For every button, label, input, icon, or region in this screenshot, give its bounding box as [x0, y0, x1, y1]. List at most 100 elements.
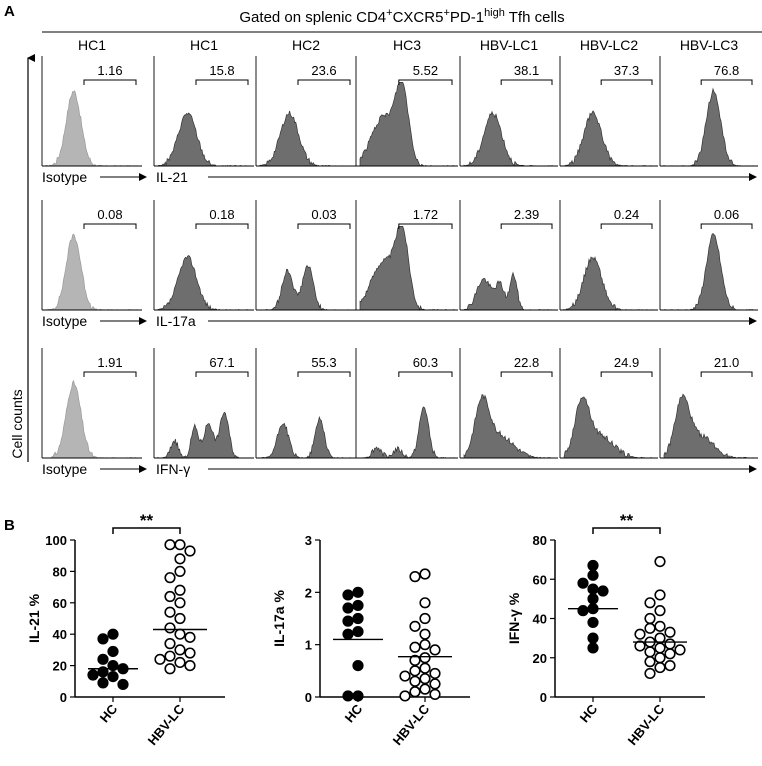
- histogram-grid: HC1 HC1 HC2 HC3 HBV-LC1 HBV-LC2 HBV-LC3 1.16 15.…: [41, 37, 758, 477]
- hbv-lc-point: [664, 638, 676, 650]
- histogram-cell: 5.52: [355, 56, 458, 167]
- hc-point: [577, 577, 589, 589]
- marker-label: IL-21: [156, 169, 188, 185]
- gate-value: 0.06: [714, 207, 739, 222]
- hc-point: [597, 585, 609, 597]
- gate-bracket: [700, 223, 753, 229]
- hbv-lc-point: [184, 545, 196, 557]
- histogram-curve: [663, 233, 755, 311]
- hc-point: [117, 678, 129, 691]
- hc-point: [107, 645, 119, 658]
- gate-value: 2.39: [514, 207, 539, 222]
- column-label: HBV-LC2: [580, 37, 639, 53]
- hc-point: [577, 605, 589, 617]
- hbv-lc-point: [429, 678, 441, 690]
- hc-point: [352, 625, 364, 638]
- hc-point: [352, 586, 364, 598]
- hbv-lc-point: [164, 650, 176, 662]
- column-label: HC1: [190, 37, 218, 53]
- gate-bracket: [600, 223, 653, 229]
- gate-value: 5.52: [413, 63, 438, 78]
- histogram-curve: [260, 415, 353, 459]
- hbv-lc-point: [164, 622, 176, 634]
- hbv-lc-point: [419, 662, 431, 674]
- y-tick-label: 20: [53, 659, 67, 674]
- hc-point: [587, 569, 599, 581]
- histogram-curve: [463, 110, 554, 167]
- hbv-lc-point: [164, 606, 176, 618]
- gate-bracket: [700, 79, 753, 85]
- hbv-lc-point: [409, 620, 421, 632]
- histogram-curve: [260, 264, 353, 311]
- hbv-lc-point: [174, 553, 186, 565]
- hbv-lc-point: [654, 555, 666, 568]
- dot-plot: 0 20 40 60 80 100 IL-21 % HC HBV-LC **: [26, 511, 225, 748]
- hbv-lc-point: [399, 690, 411, 702]
- significance-bracket: [592, 527, 661, 534]
- histogram-curve: [359, 82, 455, 167]
- y-tick-label: 100: [45, 533, 67, 548]
- histogram-cell: 0.03: [255, 200, 356, 311]
- x-tick-label: HC: [577, 701, 601, 725]
- hbv-lc-point: [409, 686, 421, 698]
- hbv-lc-point: [174, 644, 186, 656]
- histogram-curve: [157, 112, 250, 167]
- hbv-lc-point: [184, 659, 196, 672]
- histogram-cell: 15.8: [153, 56, 254, 167]
- gate-value: 23.6: [311, 63, 336, 78]
- hbv-lc-point: [174, 612, 186, 625]
- hc-point: [342, 628, 354, 640]
- hbv-lc-point: [654, 605, 666, 617]
- significance-bracket: [112, 527, 181, 534]
- histogram-cell: 0.24: [559, 200, 658, 312]
- hbv-lc-point: [644, 612, 656, 625]
- hbv-lc-point: [664, 626, 676, 638]
- isotype-label: Isotype: [42, 169, 87, 185]
- panel-b: B 0 20 40 60 80 100 IL-21 % HC HBV-LC ** 0 1 2 3 IL-17a…: [4, 511, 705, 748]
- histogram-cell: 21.0: [659, 348, 758, 459]
- histogram-curve: [45, 379, 139, 459]
- gate-bracket: [500, 223, 553, 229]
- gate-bracket: [297, 79, 351, 85]
- gate-value: 24.9: [614, 355, 639, 370]
- hc-point: [342, 690, 354, 702]
- gate-value: 22.8: [514, 355, 539, 370]
- histogram-cell: 22.8: [459, 348, 558, 459]
- gate-bracket: [398, 371, 453, 377]
- hbv-lc-point: [419, 628, 431, 640]
- gate-value: 0.24: [614, 207, 639, 222]
- column-label: HBV-LC1: [480, 37, 539, 53]
- gate-bracket: [398, 79, 453, 85]
- y-axis-label: IL-17a %: [271, 590, 287, 647]
- gate-bracket: [195, 223, 249, 229]
- gate-value: 67.1: [209, 355, 234, 370]
- gate-value: 55.3: [311, 355, 336, 370]
- hbv-lc-point: [419, 568, 431, 580]
- y-tick-label: 0: [60, 690, 67, 705]
- gate-value: 76.8: [714, 63, 739, 78]
- histogram-curve: [359, 226, 455, 311]
- gate-value: 1.16: [97, 63, 122, 78]
- gate-value: 38.1: [514, 63, 539, 78]
- histogram-cell: 37.3: [559, 56, 658, 167]
- x-tick-label: HBV-LC: [390, 701, 433, 748]
- histogram-cell: 1.91: [41, 348, 142, 459]
- histogram-cell: 0.06: [659, 200, 758, 311]
- histogram-curve: [157, 411, 250, 459]
- hbv-lc-point: [409, 641, 421, 653]
- hc-point: [352, 690, 364, 702]
- hc-point: [587, 642, 599, 654]
- hc-point: [587, 632, 599, 644]
- hbv-lc-point: [164, 663, 176, 675]
- x-tick-label: HC: [342, 701, 366, 725]
- histogram-curve: [663, 87, 755, 167]
- histogram-cell: 55.3: [255, 348, 356, 459]
- gate-bracket: [700, 371, 753, 377]
- hc-point: [342, 602, 354, 614]
- hc-point: [352, 612, 364, 625]
- hc-point: [87, 669, 99, 681]
- gate-bracket: [500, 371, 553, 377]
- dot-plot: 0 1 2 3 IL-17a % HC HBV-LC: [271, 533, 470, 748]
- hbv-lc-point: [644, 656, 656, 668]
